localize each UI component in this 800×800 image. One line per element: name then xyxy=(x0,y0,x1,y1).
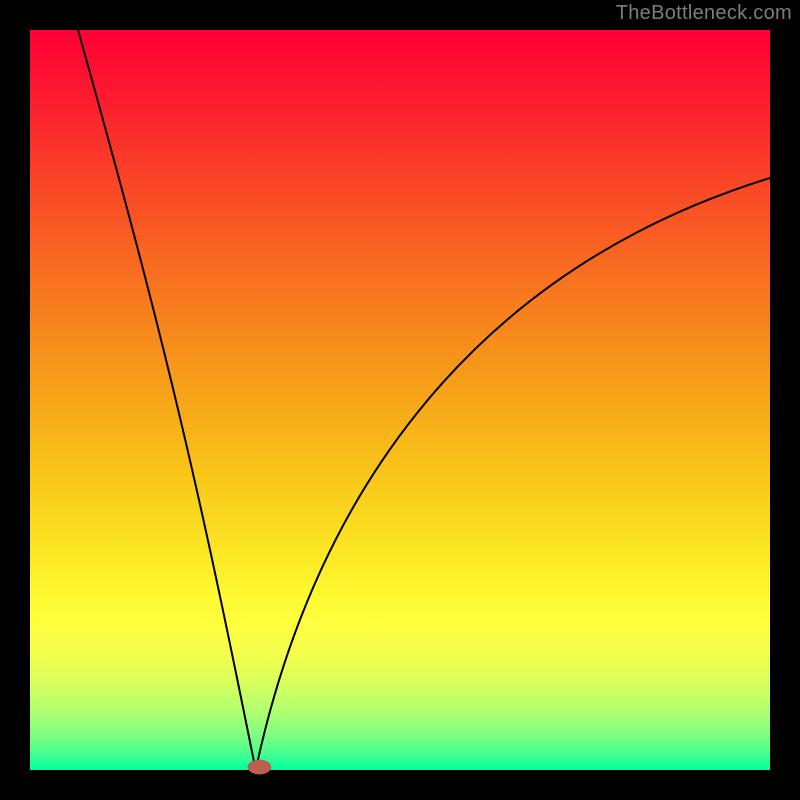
plot-background xyxy=(30,30,770,770)
chart-container: TheBottleneck.com xyxy=(0,0,800,800)
minimum-marker xyxy=(248,760,272,775)
watermark-text: TheBottleneck.com xyxy=(616,2,792,25)
bottleneck-chart xyxy=(0,0,800,800)
